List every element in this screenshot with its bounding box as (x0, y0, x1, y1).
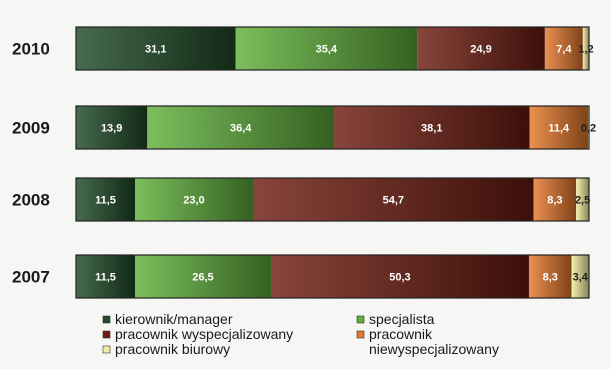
bar-2009-series-1 (147, 106, 335, 149)
value-label-2007-series-3: 8,3 (543, 272, 558, 284)
value-label-2009-series-3: 11,4 (548, 123, 570, 135)
bar-2010-series-3 (544, 27, 583, 70)
value-label-2009-series-1: 36,4 (230, 123, 252, 135)
bar-2010-series-2 (417, 27, 545, 70)
bar-2007-series-4 (571, 255, 589, 298)
value-label-2008-series-0: 11,5 (95, 195, 116, 207)
legend-label-0: kierownik/manager (115, 311, 233, 327)
bar-2010-series-1 (235, 27, 418, 70)
value-label-2010-series-4: 1,2 (578, 44, 593, 56)
bar-outline-2008 (75, 177, 590, 222)
bar-2008-series-4 (576, 178, 589, 221)
legend-swatch-2 (102, 330, 111, 339)
legend: kierownik/manager specjalista pracownik wy… (102, 311, 499, 357)
legend-label-2: pracownik wyspecjalizowany (115, 326, 293, 342)
bar-outline-2009 (75, 105, 590, 150)
value-label-2010-series-2: 24,9 (470, 44, 491, 56)
year-label-2010: 2010 (12, 40, 50, 59)
value-label-2009-series-2: 38,1 (421, 123, 442, 135)
value-label-2010-series-3: 7,4 (556, 44, 572, 56)
bar-2009-series-0 (76, 106, 148, 149)
value-label-2010-series-0: 31,1 (145, 44, 166, 56)
bar-2007-series-2 (270, 255, 529, 298)
value-label-2009-series-0: 13,9 (101, 123, 122, 135)
bar-2008-series-2 (252, 178, 534, 221)
bar-2007-series-3 (528, 255, 572, 298)
legend-swatch-0 (102, 315, 111, 324)
value-label-2008-series-3: 8,3 (547, 195, 562, 207)
bar-2007-series-1 (135, 255, 271, 298)
value-label-2007-series-0: 11,5 (95, 272, 116, 284)
legend-swatch-3 (356, 330, 365, 339)
legend-label-4: pracownik biurowy (115, 341, 230, 357)
bar-2008-series-3 (533, 178, 577, 221)
value-label-2008-series-1: 23,0 (183, 195, 204, 207)
legend-swatch-1 (356, 315, 365, 324)
bar-2008-series-1 (135, 178, 253, 221)
value-label-2008-series-4: 2,5 (575, 195, 590, 207)
legend-label-3: pracownik niewyspecjalizowany (369, 326, 499, 357)
value-label-2010-series-1: 35,4 (316, 44, 338, 56)
bars-group: 2010 31,1 35,4 24,9 7,4 1,2 2009 13,9 36,4 38,1 11… (12, 26, 596, 299)
bar-outline-2010 (75, 26, 590, 71)
bar-2009-series-3 (529, 106, 588, 149)
legend-label-1: specjalista (369, 311, 435, 327)
bar-2007-series-0 (76, 255, 135, 298)
year-label-2008: 2008 (12, 191, 50, 210)
bar-2008-series-0 (76, 178, 135, 221)
value-label-2008-series-2: 54,7 (383, 195, 404, 207)
bar-2010-series-4 (582, 27, 589, 70)
value-label-2007-series-2: 50,3 (389, 272, 410, 284)
legend-swatch-4 (102, 345, 111, 354)
year-label-2007: 2007 (12, 268, 50, 287)
year-label-2009: 2009 (12, 119, 50, 138)
bar-outline-2007 (75, 254, 590, 299)
value-label-2007-series-4: 3,4 (573, 272, 589, 284)
bar-2009-series-2 (334, 106, 530, 149)
value-label-2007-series-1: 26,5 (192, 272, 213, 284)
bar-2010-series-0 (76, 27, 236, 70)
